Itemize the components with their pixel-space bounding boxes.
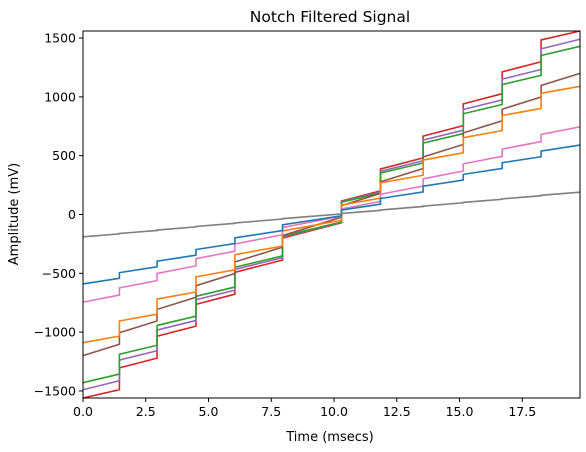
chart-title: Notch Filtered Signal bbox=[250, 8, 410, 26]
x-axis-label: Time (msecs) bbox=[285, 430, 373, 445]
x-tick-label: 7.5 bbox=[261, 404, 281, 419]
x-axis: 0.0 2.5 5.0 7.5 10.0 12.5 15.0 17.5 bbox=[73, 398, 536, 419]
y-axis: −1500 −1000 −500 0 500 1000 1500 bbox=[34, 31, 83, 398]
series-line-8 bbox=[82, 191, 581, 238]
y-tick-label: −1500 bbox=[34, 383, 76, 398]
y-tick-label: −500 bbox=[42, 266, 76, 281]
x-tick-label: 2.5 bbox=[136, 404, 156, 419]
x-tick-label: 12.5 bbox=[383, 404, 411, 419]
y-tick-label: 500 bbox=[52, 148, 76, 163]
x-tick-label: 0.0 bbox=[73, 404, 93, 419]
y-tick-label: 1500 bbox=[44, 31, 76, 46]
y-tick-label: −1000 bbox=[34, 325, 76, 340]
x-tick-label: 5.0 bbox=[199, 404, 219, 419]
y-axis-label: Amplitude (mV) bbox=[7, 163, 22, 265]
plot-lines bbox=[82, 30, 581, 399]
x-tick-label: 15.0 bbox=[446, 404, 474, 419]
y-tick-label: 1000 bbox=[44, 89, 76, 104]
x-tick-label: 17.5 bbox=[508, 404, 536, 419]
x-tick-label: 10.0 bbox=[320, 404, 348, 419]
y-tick-label: 0 bbox=[68, 207, 76, 222]
